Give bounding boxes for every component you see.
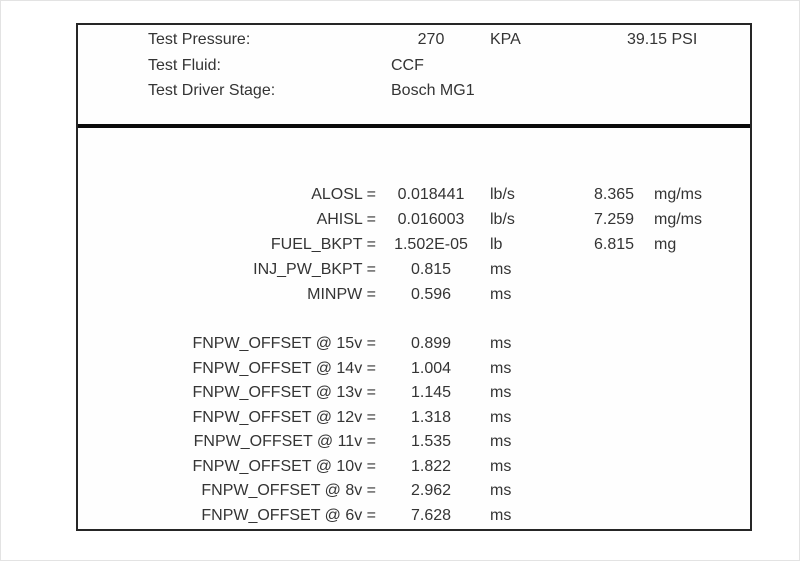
parameter-unit: lb [490,236,503,253]
parameter-row: INJ_PW_BKPT = 0.815 ms [78,257,750,282]
offset-value: 1.318 [410,408,452,426]
offset-row: FNPW_OFFSET @ 13v = 1.145 ms [78,381,750,406]
offset-label: FNPW_OFFSET @ 14v = [192,359,376,377]
parameter-row: ALOSL = 0.018441 lb/s 8.365 mg/ms [78,182,750,207]
parameter-metric-unit: mg/ms [654,211,702,228]
offset-unit: ms [490,408,512,426]
offset-label: FNPW_OFFSET @ 11v = [193,433,376,450]
offset-row: FNPW_OFFSET @ 15v = 0.899 ms [78,332,750,357]
parameter-label: INJ_PW_BKPT = [253,261,376,278]
offset-row: FNPW_OFFSET @ 14v = 1.004 ms [78,357,750,382]
offset-value: 1.535 [410,433,452,450]
parameter-metric-value [588,282,640,307]
offset-label: FNPW_OFFSET @ 13v = [192,384,376,401]
parameter-metric-unit: mg [654,236,677,253]
offset-label: FNPW_OFFSET @ 8v = [201,482,376,499]
offset-value: 7.628 [410,506,452,524]
offset-row: FNPW_OFFSET @ 6v = 7.628 ms [78,504,750,529]
parameter-row: FUEL_BKPT = 1.502E-05 lb 6.815 mg [78,232,750,257]
parameter-label: ALOSL = [311,186,376,203]
offset-value: 1.822 [410,457,452,475]
parameter-unit: lb/s [490,211,515,228]
offset-label: FNPW_OFFSET @ 12v = [192,408,376,426]
field-label: Test Driver Stage: [148,82,276,99]
parameter-metric-value: 6.815 [593,236,635,253]
section-divider [78,124,750,128]
offset-row: FNPW_OFFSET @ 8v = 2.962 ms [78,479,750,504]
parameter-metric-value: 8.365 [593,186,635,203]
header-row-test-driver-stage: Test Driver Stage: Bosch MG1 [78,78,750,104]
parameter-metric-value: 7.259 [593,211,635,228]
header-row-test-pressure: Test Pressure: 270 KPA 39.15 PSI [78,27,750,53]
parameters-section: ALOSL = 0.018441 lb/s 8.365 mg/ms AHISL … [78,182,750,307]
offset-unit: ms [490,482,512,499]
offset-value: 1.145 [410,384,452,401]
parameter-value: 1.502E-05 [394,236,468,253]
offset-row: FNPW_OFFSET @ 12v = 1.318 ms [78,406,750,431]
field-value: 270 [417,31,445,48]
header-section: Test Pressure: 270 KPA 39.15 PSI Test Fl… [78,25,750,124]
field-value: Bosch MG1 [391,82,475,99]
field-label: Test Pressure: [148,31,251,48]
test-report-box: Test Pressure: 270 KPA 39.15 PSI Test Fl… [76,23,752,531]
parameter-label: AHISL = [316,211,376,228]
offset-unit: ms [490,506,512,524]
parameter-label: FUEL_BKPT = [270,236,376,253]
field-alt-value: 39.15 PSI [627,31,698,48]
offset-row: FNPW_OFFSET @ 10v = 1.822 ms [78,455,750,480]
offset-value: 2.962 [410,482,452,499]
field-value: CCF [391,56,424,74]
fnpw-offsets-section: FNPW_OFFSET @ 15v = 0.899 ms FNPW_OFFSET… [78,332,750,528]
parameter-metric-value [588,257,640,282]
parameter-metric-unit: mg/ms [654,186,702,203]
field-unit: KPA [490,31,521,48]
offset-label: FNPW_OFFSET @ 15v = [192,335,376,352]
offset-row: FNPW_OFFSET @ 11v = 1.535 ms [78,430,750,455]
parameter-value: 0.016003 [397,211,465,228]
header-row-test-fluid: Test Fluid: CCF [78,53,750,79]
parameter-row: MINPW = 0.596 ms [78,282,750,307]
parameter-label: MINPW = [307,286,376,303]
offset-label: FNPW_OFFSET @ 10v = [192,457,376,475]
offset-unit: ms [490,433,512,450]
parameter-row: AHISL = 0.016003 lb/s 7.259 mg/ms [78,207,750,232]
offset-unit: ms [490,457,512,475]
offset-unit: ms [490,359,512,377]
parameter-value: 0.596 [410,286,452,303]
offset-unit: ms [490,384,512,401]
parameter-value: 0.018441 [397,186,465,203]
offset-value: 1.004 [410,359,452,377]
parameter-unit: ms [490,261,512,278]
offset-value: 0.899 [410,335,452,352]
parameter-value: 0.815 [410,261,452,278]
offset-unit: ms [490,335,512,352]
parameter-unit: lb/s [490,186,515,203]
offset-label: FNPW_OFFSET @ 6v = [201,506,376,524]
field-label: Test Fluid: [148,56,221,74]
parameter-unit: ms [490,286,512,303]
